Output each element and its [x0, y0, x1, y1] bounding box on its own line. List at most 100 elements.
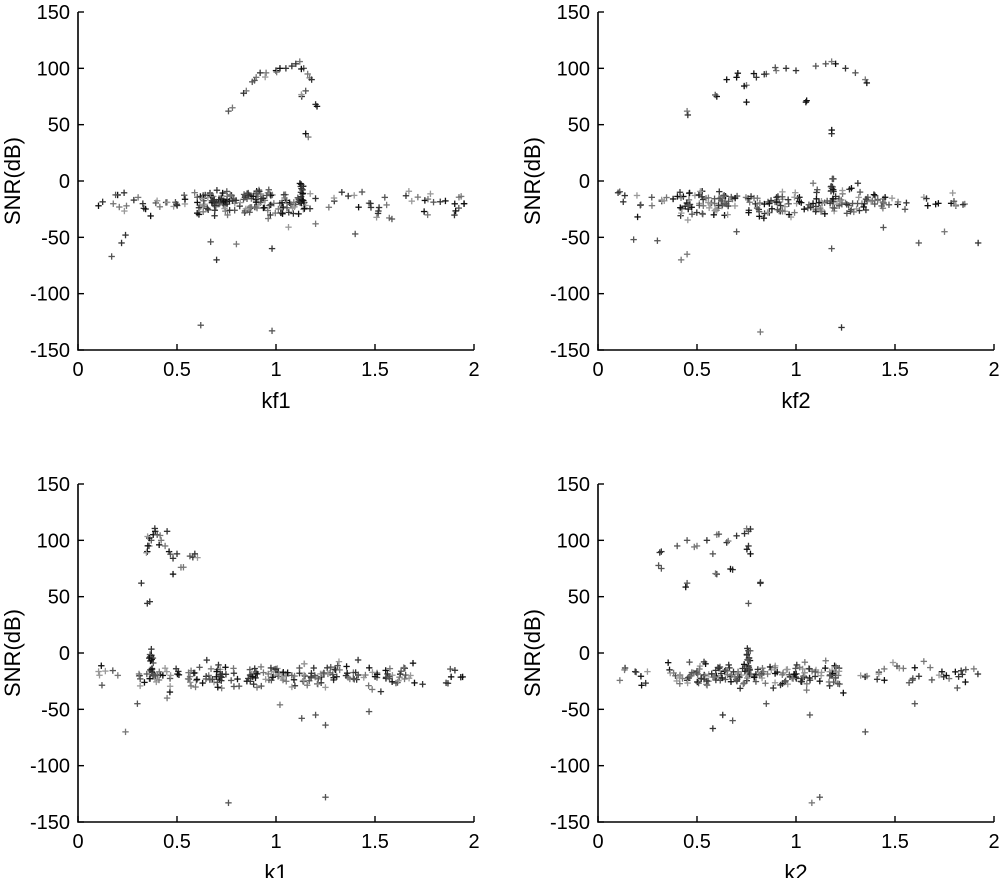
data-point: [822, 664, 829, 672]
data-point: [870, 191, 878, 198]
data-point: [108, 253, 115, 260]
data-point: [166, 683, 174, 690]
data-point: [745, 664, 753, 671]
data-point: [723, 200, 730, 208]
data-point: [368, 686, 376, 693]
data-point: [292, 60, 299, 68]
y-tick-label: 50: [48, 115, 70, 137]
data-point: [395, 677, 402, 684]
data-point: [684, 111, 692, 119]
data-point: [684, 216, 692, 224]
data-point: [207, 238, 214, 246]
data-point: [730, 668, 737, 676]
axis-lines: [597, 12, 994, 351]
x-tick-label: 0: [592, 359, 603, 381]
data-point: [880, 224, 887, 231]
data-point: [301, 205, 308, 212]
data-point: [920, 658, 928, 665]
data-point: [616, 677, 624, 684]
data-point: [677, 194, 685, 201]
data-point: [674, 542, 681, 550]
data-point: [677, 204, 684, 211]
data-point: [736, 685, 744, 692]
y-tick-label: -100: [550, 284, 590, 306]
data-point: [838, 196, 845, 204]
data-point: [397, 668, 405, 675]
data-point: [146, 598, 153, 605]
data-point: [221, 205, 228, 212]
data-point: [172, 665, 180, 672]
data-point: [95, 668, 102, 675]
data-point: [746, 199, 753, 206]
data-point: [229, 104, 236, 111]
data-point: [166, 688, 174, 696]
data-point: [852, 69, 859, 77]
data-point: [856, 188, 864, 196]
data-point: [148, 645, 155, 653]
data-point: [154, 531, 161, 538]
data-point: [880, 199, 887, 206]
y-axis-label: SNR(dB): [0, 609, 25, 697]
data-point: [822, 60, 829, 68]
data-point: [213, 256, 220, 264]
data-point: [752, 678, 760, 685]
data-point: [725, 537, 732, 545]
data-point: [317, 670, 324, 678]
data-point: [756, 199, 764, 207]
data-point: [381, 194, 389, 201]
points-group: [95, 525, 466, 807]
y-tick-label: 0: [579, 171, 590, 193]
data-point: [813, 195, 820, 203]
data-point: [297, 193, 305, 200]
data-point: [832, 674, 839, 682]
data-point: [460, 200, 468, 207]
y-tick-label: 0: [579, 643, 590, 665]
data-point: [307, 190, 314, 197]
data-point: [149, 671, 157, 678]
data-point: [144, 542, 152, 550]
data-point: [688, 211, 696, 218]
data-point: [290, 199, 298, 206]
data-point: [269, 674, 276, 681]
data-point: [215, 661, 222, 669]
data-point: [191, 550, 199, 558]
data-point: [139, 200, 147, 207]
x-axis-label: k1: [264, 860, 287, 878]
data-point: [296, 58, 303, 65]
data-point: [756, 671, 763, 679]
data-point: [915, 673, 923, 680]
data-point: [711, 195, 718, 202]
data-point: [146, 653, 154, 660]
data-point: [306, 205, 314, 212]
data-point: [763, 700, 770, 707]
data-point: [905, 679, 913, 686]
data-point: [180, 564, 187, 571]
data-point: [666, 666, 673, 674]
data-point: [330, 194, 338, 202]
data-point: [957, 667, 965, 674]
data-point: [693, 209, 701, 216]
data-point: [718, 674, 726, 682]
data-point: [421, 197, 429, 204]
data-point: [424, 195, 432, 203]
data-point: [185, 669, 192, 676]
data-point: [867, 198, 875, 205]
data-point: [233, 240, 240, 248]
data-point: [700, 202, 707, 210]
data-point: [709, 725, 717, 732]
data-point: [862, 76, 869, 83]
data-point: [828, 126, 835, 134]
data-point: [620, 198, 627, 206]
data-point: [98, 662, 105, 669]
data-point: [614, 189, 622, 196]
x-tick-label: 1: [270, 831, 281, 853]
data-point: [757, 579, 764, 586]
y-tick-label: -150: [30, 340, 70, 362]
data-point: [822, 657, 829, 664]
y-tick-label: 150: [37, 2, 70, 24]
data-point: [693, 669, 700, 677]
data-point: [903, 199, 910, 207]
data-point: [343, 663, 350, 670]
data-point: [740, 679, 748, 687]
data-point: [295, 210, 302, 218]
